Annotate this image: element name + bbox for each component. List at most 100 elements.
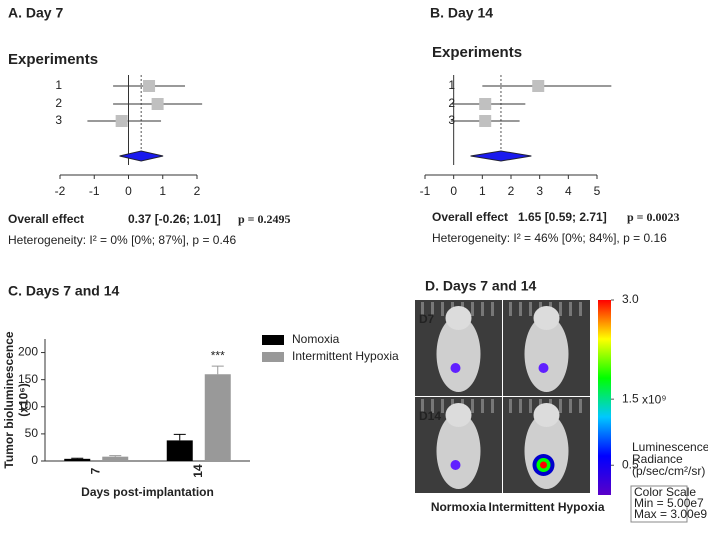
significance: ***	[211, 348, 225, 362]
study-label: 2	[55, 96, 62, 110]
y-label-line: Tumor bioluminescence	[2, 331, 16, 468]
cage-bar	[471, 399, 474, 413]
signal-peak	[540, 461, 547, 469]
legend-line: Radiance	[632, 452, 683, 466]
cage-bar	[421, 399, 424, 413]
cage-bar	[529, 302, 532, 316]
study-label: 3	[448, 113, 455, 127]
cage-bar	[431, 302, 434, 316]
x-tick-label: 2	[194, 184, 201, 198]
x-tick-label: 1	[479, 184, 486, 198]
legend-label: Nomoxia	[292, 332, 340, 346]
error-bar	[71, 457, 84, 459]
legend-line: (p/sec/cm²/sr)	[632, 464, 705, 478]
legend-swatch	[262, 335, 284, 345]
x-tick-label: 14	[191, 464, 205, 478]
x-tick-label: 1	[159, 184, 166, 198]
study-label: 2	[448, 96, 455, 110]
mouse-head	[445, 403, 472, 427]
scale-line: Color Scale	[634, 485, 696, 499]
cage-bar	[441, 302, 444, 316]
cage-bar	[519, 302, 522, 316]
cage-bar	[509, 399, 512, 413]
mouse-body	[524, 316, 569, 392]
column-label: Normoxia	[431, 500, 487, 514]
x-tick-label: 0	[450, 184, 457, 198]
mouse-body	[436, 413, 481, 489]
panel-subtitle: Experiments	[8, 51, 98, 68]
p-value: p = 0.0023	[627, 210, 680, 224]
panel-title: D. Days 7 and 14	[425, 278, 536, 294]
bar	[102, 456, 129, 461]
scale-line: Max = 3.00e9	[634, 507, 707, 521]
cage-bar	[559, 399, 562, 413]
cage-bar	[491, 302, 494, 316]
x-axis-label: Days post-implantation	[81, 485, 214, 499]
mouse-body	[436, 316, 481, 392]
cage-bar	[579, 302, 582, 316]
colorbar	[598, 300, 611, 495]
panel-title: C. Days 7 and 14	[8, 283, 119, 299]
cage-bar	[579, 399, 582, 413]
error-bar	[109, 455, 122, 457]
cage-bar	[421, 302, 424, 316]
x-tick-label: -1	[89, 184, 100, 198]
y-tick-label: 0	[31, 453, 38, 467]
panel-title: B. Day 14	[430, 5, 493, 21]
legend-line: Luminescence	[632, 440, 708, 454]
cage-bar	[569, 399, 572, 413]
row-label: D7	[419, 312, 435, 326]
cage-bar	[509, 302, 512, 316]
cage-bar	[481, 302, 484, 316]
study-estimate	[151, 98, 164, 110]
study-label: 3	[55, 113, 62, 127]
cage-bar	[491, 399, 494, 413]
colorbar-unit: x10⁹	[642, 392, 667, 406]
study-estimate	[479, 98, 492, 110]
scale-box	[630, 485, 688, 523]
error-bar	[173, 433, 186, 441]
x-tick-label: -1	[420, 184, 431, 198]
overall-value: 0.37 [-0.26; 1.01]	[128, 212, 221, 226]
overall-value: 1.65 [0.59; 2.71]	[518, 210, 607, 224]
scale-line: Min = 5.00e7	[634, 496, 704, 510]
x-tick-label: 0	[125, 184, 132, 198]
cage-bar	[569, 302, 572, 316]
mouse-head	[445, 306, 472, 330]
y-tick-label: 150	[18, 372, 38, 386]
panel-title: A. Day 7	[8, 5, 63, 21]
cage-bar	[519, 399, 522, 413]
cage-bar	[441, 399, 444, 413]
p-value: p = 0.2495	[238, 212, 291, 226]
study-label: 1	[55, 78, 62, 92]
colorbar-label: 3.0	[622, 292, 639, 306]
x-tick-label: -2	[55, 184, 66, 198]
cage-bar	[481, 399, 484, 413]
cage-bar	[471, 302, 474, 316]
row-label: D14	[419, 409, 441, 423]
x-tick-label: 3	[536, 184, 543, 198]
mouse-head	[533, 306, 560, 330]
y-axis-label: Tumor bioluminescence(x10⁶)	[2, 331, 30, 468]
overall-diamond	[119, 150, 164, 162]
signal	[538, 363, 549, 373]
bar	[204, 374, 231, 461]
bar	[166, 440, 193, 461]
legend-label: Intermittent Hypoxia	[292, 349, 399, 363]
x-tick-label: 5	[594, 184, 601, 198]
mouse-head	[533, 403, 560, 427]
colorbar-label: 1.5	[622, 391, 639, 405]
cage-bar	[431, 399, 434, 413]
study-label: 1	[448, 78, 455, 92]
heterogeneity: Heterogeneity: I² = 46% [0%; 84%], p = 0…	[432, 231, 667, 245]
overall-title: Overall effect	[432, 210, 508, 224]
cage-bar	[529, 399, 532, 413]
overall-diamond	[470, 150, 532, 162]
x-tick-label: 2	[508, 184, 515, 198]
heterogeneity: Heterogeneity: I² = 0% [0%; 87%], p = 0.…	[8, 233, 236, 247]
overall-title: Overall effect	[8, 212, 84, 226]
study-estimate	[115, 115, 128, 127]
x-tick-label: 7	[88, 467, 102, 474]
error-bar	[211, 365, 224, 375]
